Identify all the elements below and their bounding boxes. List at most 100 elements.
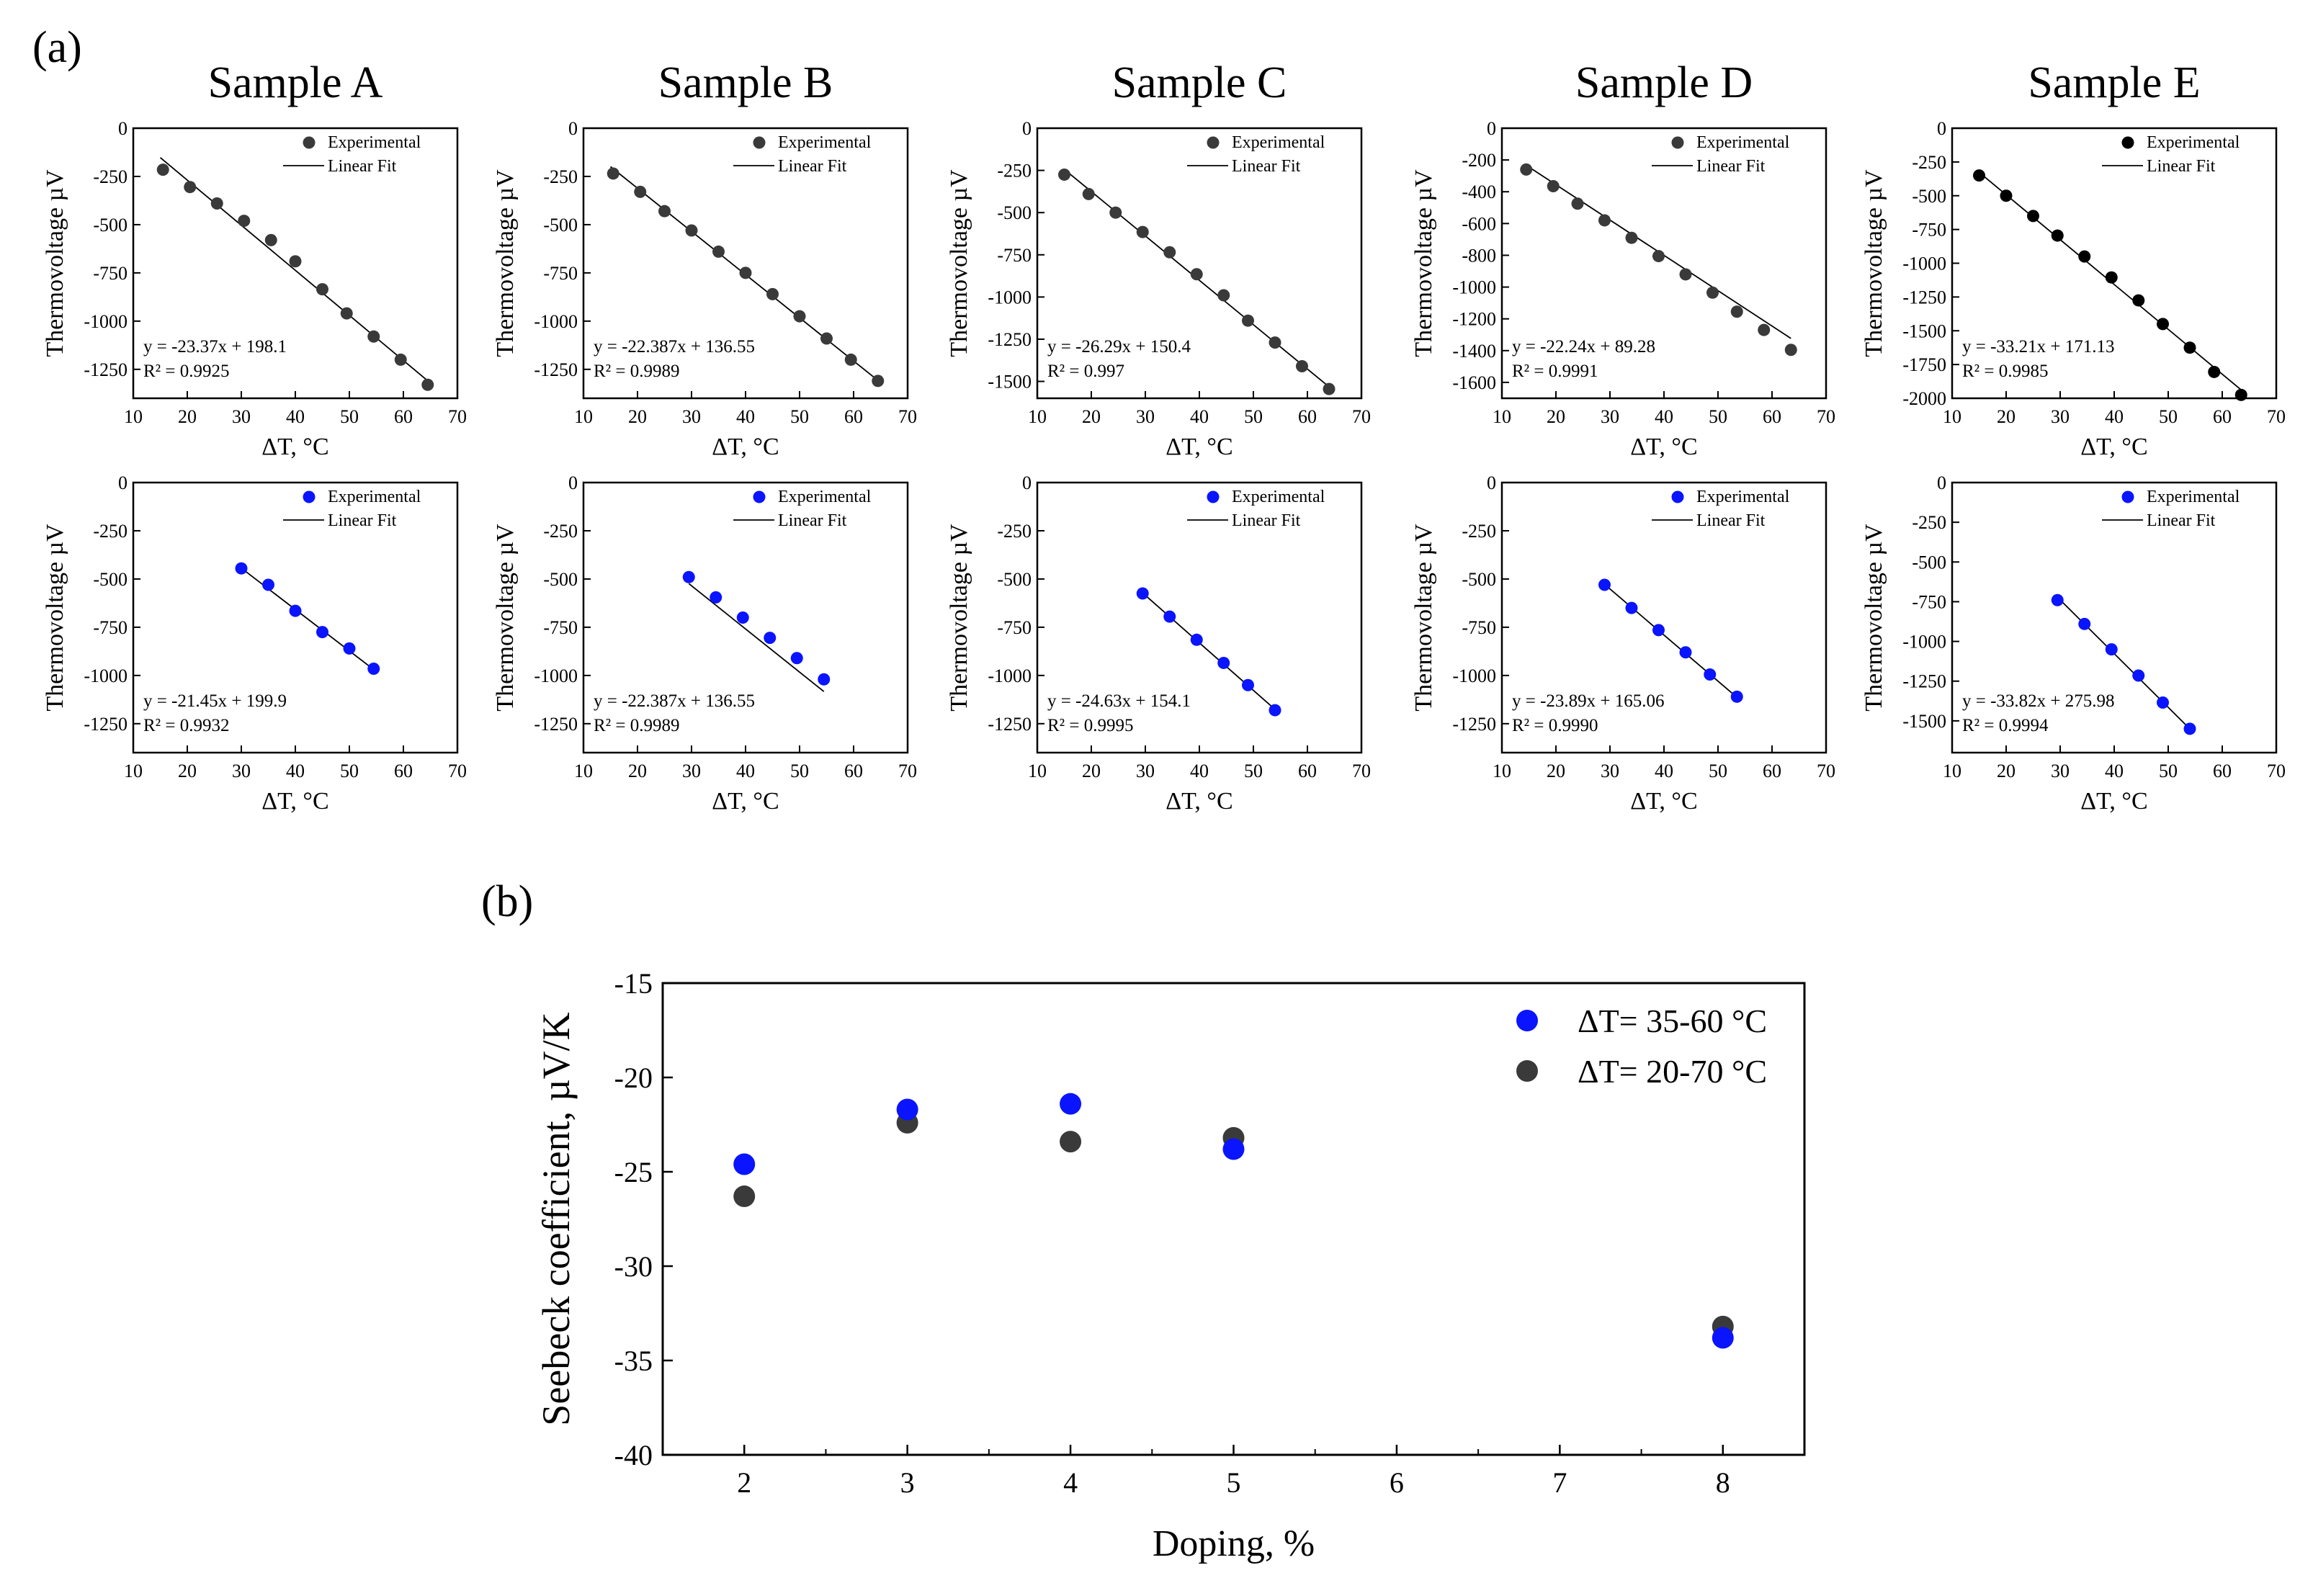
y-tick-label: -250 bbox=[543, 521, 578, 542]
x-tick-label: 10 bbox=[1028, 761, 1047, 781]
x-tick-label: 60 bbox=[394, 761, 413, 781]
x-tick-label: 40 bbox=[736, 761, 755, 781]
data-point bbox=[764, 632, 777, 645]
legend-label: Experimental bbox=[2147, 488, 2240, 506]
x-tick-label: 50 bbox=[340, 406, 359, 427]
y-axis-label: Thermovoltage µV bbox=[1861, 169, 1887, 357]
x-tick-label: 60 bbox=[844, 761, 863, 781]
x-tick-label: 60 bbox=[1298, 406, 1317, 427]
data-point bbox=[736, 611, 749, 624]
y-tick-label: -250 bbox=[93, 166, 127, 187]
plot-frame bbox=[1500, 127, 1827, 400]
y-tick-label: -1500 bbox=[1902, 711, 1946, 732]
x-tick-label: 40 bbox=[1190, 406, 1209, 427]
x-axis-label: ΔT, °C bbox=[712, 788, 779, 815]
data-point bbox=[1136, 225, 1149, 238]
legend-marker bbox=[753, 490, 766, 503]
x-tick-label: 50 bbox=[790, 761, 809, 781]
y-tick-label: -30 bbox=[614, 1250, 653, 1283]
x-tick-label: 10 bbox=[574, 406, 593, 427]
legend-marker bbox=[1516, 1010, 1538, 1031]
y-tick-label: -1000 bbox=[84, 311, 127, 332]
y-axis-label: Thermovoltage µV bbox=[1410, 524, 1437, 712]
legend-label: Experimental bbox=[1696, 488, 1790, 506]
data-point bbox=[262, 578, 274, 591]
legend-marker bbox=[303, 490, 316, 503]
y-tick-label: -1250 bbox=[534, 359, 578, 380]
y-tick-label: -500 bbox=[997, 569, 1032, 590]
y-axis-label: Thermovoltage µV bbox=[42, 169, 68, 357]
x-tick-label: 40 bbox=[286, 406, 305, 427]
fit-equation: y = -33.21x + 171.13 bbox=[1962, 337, 2115, 357]
legend-label: Linear Fit bbox=[778, 157, 847, 176]
data-point bbox=[367, 662, 380, 675]
data-point bbox=[1704, 668, 1717, 681]
y-tick-label: -250 bbox=[1912, 512, 1946, 533]
x-tick-label: 50 bbox=[790, 406, 809, 427]
y-tick-label: -20 bbox=[614, 1062, 653, 1094]
fit-equation: y = -22.24x + 89.28 bbox=[1512, 337, 1655, 357]
chart-title: Sample E bbox=[2028, 58, 2200, 107]
data-point bbox=[872, 375, 885, 387]
chart-title: Sample A bbox=[208, 58, 383, 107]
data-point bbox=[1163, 610, 1176, 623]
legend-label: Linear Fit bbox=[1696, 511, 1766, 530]
legend-marker bbox=[1671, 490, 1684, 503]
legend-marker bbox=[1207, 136, 1220, 149]
data-point bbox=[790, 652, 803, 665]
x-tick-label: 30 bbox=[1136, 761, 1155, 781]
charts-layer: Sample A 10 20 30 40 50 60 700-250-500-750-1000… bbox=[42, 58, 2286, 1564]
panel-a-label: (a) bbox=[32, 23, 82, 72]
x-tick-label: 30 bbox=[1601, 761, 1619, 781]
y-tick-label: -1200 bbox=[1452, 309, 1496, 330]
x-tick-label: 60 bbox=[1298, 761, 1317, 781]
y-tick-label: 0 bbox=[1487, 472, 1496, 493]
y-tick-label: -1500 bbox=[1902, 320, 1946, 341]
legend-label: Experimental bbox=[328, 488, 421, 506]
legend-label: Linear Fit bbox=[2147, 511, 2216, 530]
data-point bbox=[1571, 197, 1584, 210]
data-point bbox=[264, 233, 277, 246]
chart-A-bottom: 10 20 30 40 50 60 70 0 -250 -500 -750 -1000 -1250 ΔT,… bbox=[42, 472, 467, 815]
y-tick-label: -1000 bbox=[534, 665, 578, 686]
data-point bbox=[1217, 656, 1230, 669]
y-tick-label: 0 bbox=[1937, 118, 1946, 139]
legend-marker bbox=[303, 136, 316, 149]
chart-E-top: Sample E 10 20 30 40 50 60 70 0 -250 -500 -750 -1000… bbox=[1861, 58, 2286, 460]
fit-r2: R² = 0.9989 bbox=[594, 362, 680, 381]
y-tick-label: -500 bbox=[543, 215, 578, 236]
y-tick-label: -250 bbox=[1912, 152, 1946, 173]
y-tick-label: -1250 bbox=[988, 329, 1032, 350]
x-tick-label: 50 bbox=[2159, 406, 2178, 427]
data-point bbox=[1190, 633, 1203, 646]
data-point bbox=[1598, 578, 1611, 591]
data-point bbox=[1712, 1327, 1734, 1349]
data-point bbox=[289, 255, 302, 268]
legend-label: Experimental bbox=[778, 133, 872, 152]
data-point bbox=[1758, 323, 1771, 336]
y-tick-label: -500 bbox=[93, 569, 127, 590]
y-tick-label: -1000 bbox=[988, 287, 1032, 308]
y-tick-label: -1000 bbox=[1452, 665, 1496, 686]
y-tick-label: -1000 bbox=[1902, 254, 1946, 274]
y-tick-label: -750 bbox=[1912, 591, 1946, 612]
legend-label: Linear Fit bbox=[1696, 157, 1766, 176]
x-tick-label: 10 bbox=[1943, 761, 1961, 781]
x-tick-label: 30 bbox=[682, 406, 701, 427]
y-axis-label: Thermovoltage µV bbox=[946, 524, 972, 712]
y-axis-label: Thermovoltage µV bbox=[42, 524, 68, 712]
x-tick-label: 60 bbox=[1763, 406, 1781, 427]
y-tick-label: -1000 bbox=[84, 665, 127, 686]
x-axis-label: ΔT, °C bbox=[1166, 788, 1232, 815]
legend-marker bbox=[2121, 136, 2134, 149]
y-tick-label: 0 bbox=[1022, 118, 1032, 139]
legend-label: Linear Fit bbox=[1232, 511, 1301, 530]
data-point bbox=[1082, 187, 1095, 200]
x-tick-label: 10 bbox=[124, 761, 143, 781]
data-point bbox=[238, 215, 251, 228]
chart-B-top: Sample B 10 20 30 40 50 60 70 0 -250 -500 -750 -1000… bbox=[492, 58, 917, 460]
y-tick-label: -1250 bbox=[1902, 671, 1946, 692]
x-axis-label: ΔT, °C bbox=[712, 434, 779, 460]
y-tick-label: 0 bbox=[1487, 118, 1496, 139]
x-tick-label: 60 bbox=[2213, 406, 2232, 427]
